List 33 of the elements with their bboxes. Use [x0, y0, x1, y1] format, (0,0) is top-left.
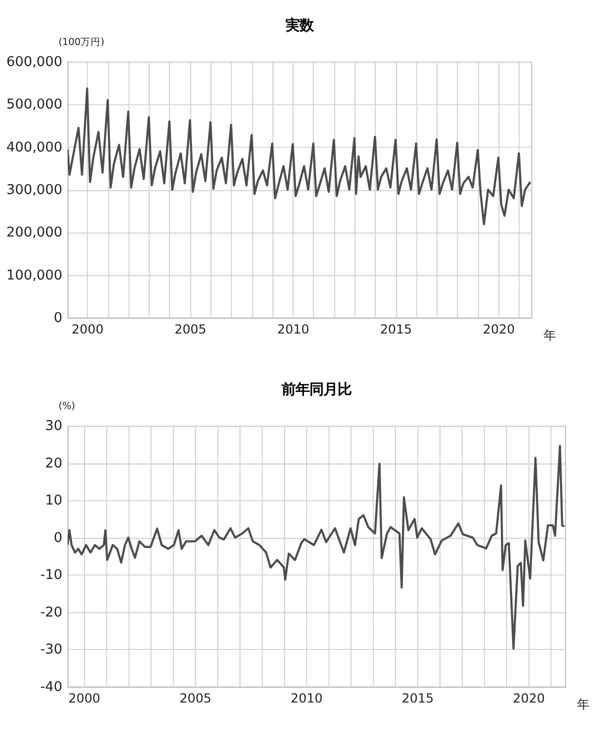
- y-tick-label: 300,000: [6, 182, 62, 198]
- x-tick-label: 2005: [179, 690, 212, 706]
- y-tick-label: 0: [54, 530, 62, 546]
- x-tick-label: 2010: [277, 322, 310, 337]
- x-tick-label: 2020: [512, 690, 545, 706]
- x-tick-label: 2000: [68, 690, 100, 706]
- y-tick-label: 20: [45, 455, 62, 472]
- y-tick-label: 500,000: [6, 96, 62, 113]
- y-tick-label: -40: [40, 678, 62, 695]
- y-tick-label: 30: [45, 418, 62, 434]
- x-axis-title: 年: [543, 327, 556, 342]
- chart-title: 実数: [285, 16, 314, 34]
- x-tick-label: 2020: [482, 322, 515, 337]
- x-tick-label: 2015: [380, 322, 412, 337]
- y-tick-label: -10: [40, 567, 62, 584]
- y-tick-label: 200,000: [6, 224, 62, 241]
- x-axis-title: 年: [577, 696, 590, 712]
- y-tick-label: 600,000: [6, 54, 62, 70]
- x-tick-label: 2015: [402, 690, 434, 706]
- x-tick-label: 2000: [72, 322, 104, 337]
- chart-title: 前年同月比: [280, 382, 352, 398]
- y-tick-label: -30: [40, 642, 62, 658]
- y-tick-label: 0: [54, 310, 62, 326]
- y-tick-label: 100,000: [6, 267, 62, 284]
- y-tick-label: 400,000: [6, 139, 62, 156]
- y-axis-title: (%): [58, 400, 76, 412]
- x-tick-label: 2005: [174, 322, 206, 337]
- y-axis-title: (100万円): [58, 36, 104, 48]
- y-tick-label: 10: [45, 492, 62, 509]
- x-tick-label: 2010: [290, 690, 323, 706]
- y-tick-label: -20: [40, 604, 62, 620]
- line-series: [68, 444, 566, 650]
- line-series: [68, 88, 532, 226]
